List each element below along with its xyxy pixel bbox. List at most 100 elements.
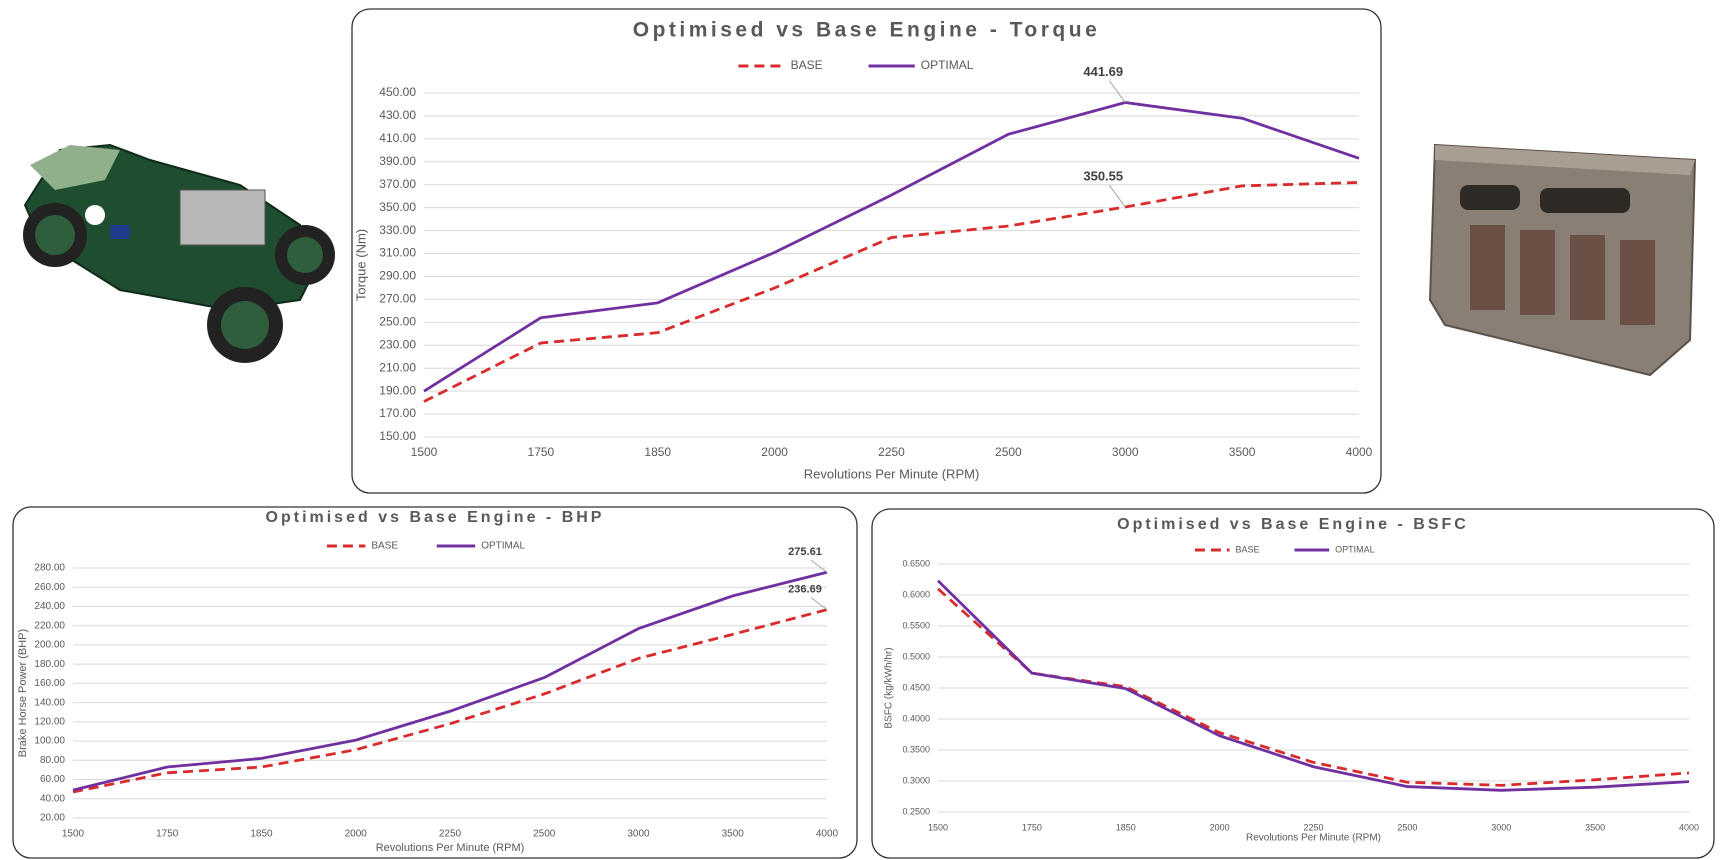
- x-tick-label: 3000: [1112, 445, 1139, 459]
- y-tick-label: 390.00: [379, 154, 416, 168]
- legend-label: OPTIMAL: [921, 58, 974, 72]
- data-line: [937, 579, 1690, 792]
- x-tick-label: 4000: [816, 829, 839, 840]
- label-leader: [810, 597, 828, 611]
- x-tick-label: 2500: [1397, 822, 1417, 832]
- x-tick-label: 1500: [62, 829, 85, 840]
- x-tick-label: 2500: [533, 829, 556, 840]
- y-tick-label: 150.00: [379, 429, 416, 443]
- y-tick-label: 100.00: [34, 736, 65, 747]
- x-axis-title: Revolutions Per Minute (RPM): [376, 842, 525, 854]
- data-line: [423, 181, 1360, 403]
- legend-label: BASE: [1236, 544, 1260, 554]
- y-tick-label: 160.00: [34, 678, 65, 689]
- data-line: [72, 570, 828, 792]
- x-tick-label: 2250: [1303, 822, 1323, 832]
- chart-panel: Optimised vs Base Engine - BSFC 0.2500 0.3…: [871, 508, 1715, 859]
- legend-label: OPTIMAL: [1335, 544, 1375, 554]
- x-tick-label: 2250: [439, 829, 462, 840]
- label-leader: [810, 559, 828, 573]
- y-tick-label: 450.00: [379, 85, 416, 99]
- y-tick-label: 250.00: [379, 315, 416, 329]
- panel-frame: [351, 8, 1382, 494]
- y-tick-label: 0.2500: [902, 806, 930, 816]
- x-tick-label: 2000: [1210, 822, 1230, 832]
- x-tick-label: 3500: [722, 829, 745, 840]
- y-tick-label: 80.00: [40, 755, 65, 766]
- y-tick-label: 0.3000: [902, 775, 930, 785]
- x-tick-label: 4000: [1346, 445, 1373, 459]
- x-tick-label: 2250: [878, 445, 905, 459]
- chart-title: Optimised vs Base Engine - Torque: [633, 19, 1101, 42]
- y-tick-label: 310.00: [379, 246, 416, 260]
- chart-title: Optimised vs Base Engine - BHP: [266, 509, 605, 526]
- x-tick-label: 3500: [1585, 822, 1605, 832]
- y-tick-label: 200.00: [34, 640, 65, 651]
- x-tick-label: 1500: [928, 822, 948, 832]
- y-axis-title: BSFC (kg/kWh/hr): [884, 647, 895, 728]
- y-tick-label: 190.00: [379, 383, 416, 397]
- y-tick-label: 120.00: [34, 716, 65, 727]
- data-label: 236.69: [788, 584, 822, 596]
- legend-label: BASE: [791, 58, 823, 72]
- engine-block-photo: [1428, 143, 1697, 377]
- x-tick-label: 1750: [156, 829, 179, 840]
- y-tick-label: 0.6000: [902, 589, 930, 599]
- y-tick-label: 0.6500: [902, 558, 930, 568]
- y-tick-label: 140.00: [34, 697, 65, 708]
- data-label: 275.61: [788, 546, 822, 558]
- y-tick-label: 270.00: [379, 292, 416, 306]
- chart-title: Optimised vs Base Engine - BSFC: [1117, 516, 1469, 533]
- y-axis-title: Torque (Nm): [353, 229, 368, 301]
- y-tick-label: 40.00: [40, 793, 65, 804]
- y-tick-label: 230.00: [379, 337, 416, 351]
- x-tick-label: 2500: [995, 445, 1022, 459]
- y-tick-label: 350.00: [379, 200, 416, 214]
- x-tick-label: 1850: [250, 829, 273, 840]
- y-tick-label: 170.00: [379, 406, 416, 420]
- y-tick-label: 410.00: [379, 131, 416, 145]
- y-tick-label: 20.00: [40, 813, 65, 824]
- x-tick-label: 1750: [1022, 822, 1042, 832]
- y-tick-label: 370.00: [379, 177, 416, 191]
- label-leader: [1108, 184, 1126, 208]
- y-tick-label: 260.00: [34, 582, 65, 593]
- x-tick-label: 1500: [411, 445, 438, 459]
- data-label: 350.55: [1083, 168, 1123, 183]
- chart-panel: Optimised vs Base Engine - Torque 150.00 1…: [351, 8, 1382, 494]
- y-tick-label: 0.5500: [902, 620, 930, 630]
- y-tick-label: 240.00: [34, 601, 65, 612]
- data-line: [72, 608, 828, 794]
- x-tick-label: 1850: [1116, 822, 1136, 832]
- y-tick-label: 0.5000: [902, 651, 930, 661]
- x-tick-label: 2000: [761, 445, 788, 459]
- legend-label: BASE: [371, 541, 398, 552]
- y-tick-label: 180.00: [34, 659, 65, 670]
- y-tick-label: 290.00: [379, 269, 416, 283]
- x-tick-label: 4000: [1679, 822, 1699, 832]
- data-line: [937, 587, 1690, 787]
- panel-frame: [12, 506, 858, 859]
- y-tick-label: 0.4000: [902, 713, 930, 723]
- y-tick-label: 60.00: [40, 774, 65, 785]
- y-tick-label: 430.00: [379, 108, 416, 122]
- data-label: 441.69: [1083, 64, 1123, 79]
- x-axis-title: Revolutions Per Minute (RPM): [804, 466, 980, 481]
- x-axis-title: Revolutions Per Minute (RPM): [1246, 833, 1381, 844]
- x-tick-label: 1750: [528, 445, 555, 459]
- x-tick-label: 3000: [1491, 822, 1511, 832]
- panel-frame: [871, 508, 1715, 859]
- data-line: [423, 101, 1360, 393]
- x-tick-label: 1850: [644, 445, 671, 459]
- y-tick-label: 280.00: [34, 563, 65, 574]
- label-leader: [1108, 80, 1126, 103]
- x-tick-label: 2000: [345, 829, 368, 840]
- y-tick-label: 210.00: [379, 360, 416, 374]
- car-illustration: [23, 143, 335, 363]
- y-axis-title: Brake Horse Power (BHP): [17, 629, 29, 757]
- y-tick-label: 0.4500: [902, 682, 930, 692]
- y-tick-label: 330.00: [379, 223, 416, 237]
- y-tick-label: 220.00: [34, 620, 65, 631]
- legend-label: OPTIMAL: [481, 541, 525, 552]
